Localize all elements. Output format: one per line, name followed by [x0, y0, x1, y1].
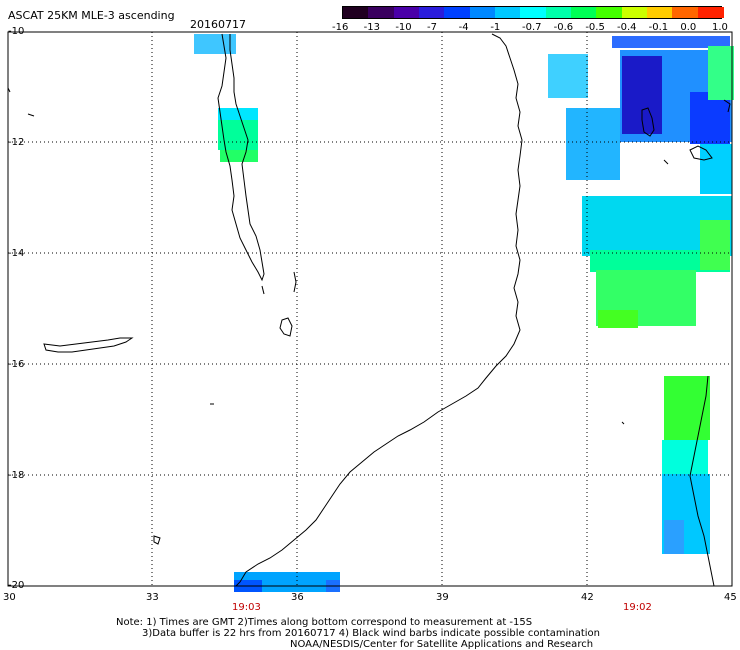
lon-label-45: 45: [724, 592, 737, 603]
lat-label-18: -18: [8, 470, 25, 481]
swath-right-mid: [582, 196, 732, 328]
color-scale-segment: [368, 7, 395, 18]
color-scale-segment: [621, 7, 648, 18]
color-scale-label: -0.6: [553, 22, 574, 33]
color-scale-segment: [343, 7, 369, 18]
lon-label-42: 42: [581, 592, 594, 603]
lat-label-14: -14: [8, 248, 25, 259]
color-scale-label: -7: [427, 22, 437, 33]
color-scale-label: -0.4: [617, 22, 637, 33]
color-scale-segment: [697, 7, 724, 18]
lat-label-12: -12: [8, 137, 25, 148]
land-outline: [7, 33, 731, 587]
color-scale-bar: [342, 6, 724, 19]
color-scale-segment: [419, 7, 445, 18]
note-line-1: Note: 1) Times are GMT 2)Times along bot…: [116, 617, 533, 628]
swath-right-bottom: [662, 376, 710, 554]
note-line-3: NOAA/NESDIS/Center for Satellite Applica…: [290, 639, 594, 650]
lon-label-33: 33: [146, 592, 159, 603]
color-scale-segment: [444, 7, 471, 18]
color-scale-label: -1: [490, 22, 501, 33]
color-scale-segment: [571, 7, 597, 18]
note-line-2: 3)Data buffer is 22 hrs from 20160717 4)…: [142, 628, 600, 639]
color-scale-label: -0.5: [585, 22, 605, 33]
color-scale-label: -10: [395, 22, 412, 33]
color-scale-label: 1.0: [712, 22, 728, 33]
color-scale-segment: [545, 7, 572, 18]
pass-time-right: 19:02: [623, 602, 652, 613]
map-title: ASCAT 25KM MLE-3 ascending: [8, 9, 175, 22]
color-scale-label: -13: [363, 22, 380, 33]
color-scale-segment: [393, 7, 420, 18]
swath-right-top: [548, 36, 734, 194]
lon-label-30: 30: [3, 592, 16, 603]
color-scale-label: -0.7: [522, 22, 542, 33]
lon-label-39: 39: [436, 592, 449, 603]
color-scale-label: -0.1: [648, 22, 669, 33]
color-scale-segment: [520, 7, 547, 18]
color-scale-label: -4: [458, 22, 469, 33]
map-date: 20160717: [190, 18, 246, 31]
color-scale-segment: [647, 7, 673, 18]
pass-time-left: 19:03: [232, 602, 261, 613]
lat-lon-grid: [8, 32, 732, 586]
lat-label-10: -10: [8, 26, 25, 37]
color-scale-label: 0.0: [680, 22, 697, 33]
color-scale-segment: [596, 7, 623, 18]
lon-label-36: 36: [291, 592, 304, 603]
swath-left: [194, 34, 340, 592]
color-scale-segment: [495, 7, 521, 18]
lat-label-20: -20: [8, 580, 25, 591]
map-frame: [7, 31, 733, 587]
color-scale-label: -16: [332, 22, 349, 33]
lat-label-16: -16: [8, 359, 25, 370]
color-scale-segment: [672, 7, 699, 18]
color-scale-segment: [469, 7, 496, 18]
